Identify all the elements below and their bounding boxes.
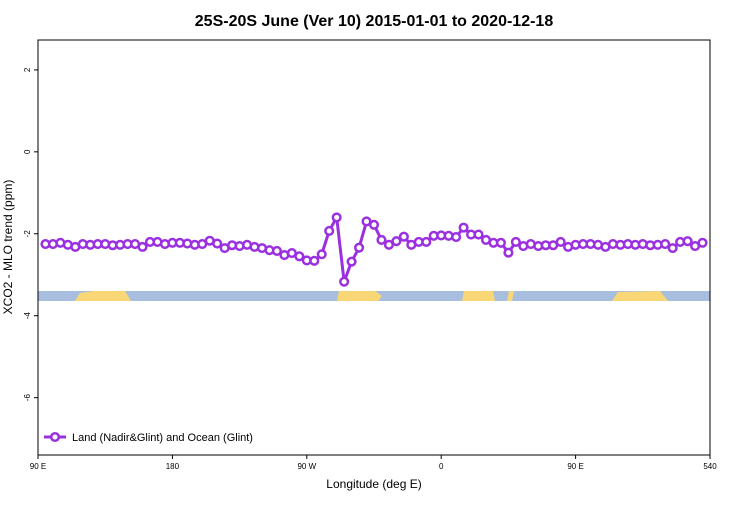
data-point [309, 255, 320, 266]
data-point [294, 251, 305, 262]
data-point [451, 232, 462, 243]
y-axis-label: XCO2 - MLO trend (ppm) [1, 180, 15, 315]
x-axis-label: Longitude (deg E) [326, 477, 421, 491]
data-point [346, 256, 357, 267]
data-point [368, 219, 380, 230]
data-point [682, 236, 693, 247]
legend-marker [49, 431, 61, 443]
x-tick-label: 180 [166, 462, 180, 471]
data-point [354, 242, 365, 253]
data-point [383, 239, 394, 250]
data-point [510, 236, 521, 248]
x-tick-label: 90 E [567, 462, 583, 471]
data-point [212, 238, 223, 249]
data-point [339, 276, 350, 287]
x-tick-label: 0 [439, 462, 444, 471]
y-tick-label: 2 [23, 67, 32, 72]
data-point [495, 237, 506, 248]
data-point [391, 236, 402, 247]
data-point [667, 243, 678, 254]
data-point [316, 249, 327, 260]
data-point [503, 247, 514, 258]
x-tick-label: 90 W [297, 462, 316, 471]
data-point [331, 212, 342, 223]
y-tick-label: 0 [23, 149, 32, 154]
y-tick-label: -2 [23, 230, 32, 238]
x-tick-label: 540 [703, 462, 717, 471]
x-tick-label: 90 E [30, 462, 46, 471]
legend-label: Land (Nadir&Glint) and Ocean (Glint) [72, 432, 253, 444]
data-point [555, 236, 566, 248]
data-point [137, 241, 148, 252]
data-point [421, 236, 432, 248]
data-point [324, 225, 335, 236]
y-tick-label: -4 [23, 312, 32, 320]
data-point [660, 238, 671, 250]
chart-title: 25S-20S June (Ver 10) 2015-01-01 to 2020… [195, 13, 554, 30]
data-point [398, 231, 409, 242]
plot-frame [37, 39, 711, 456]
data-point [376, 234, 387, 245]
data-point [271, 245, 282, 257]
data-point [473, 229, 484, 240]
data-point [697, 237, 708, 248]
data-point [458, 222, 469, 233]
land-ocean-strip [38, 291, 710, 301]
y-tick-label: -6 [23, 394, 32, 402]
